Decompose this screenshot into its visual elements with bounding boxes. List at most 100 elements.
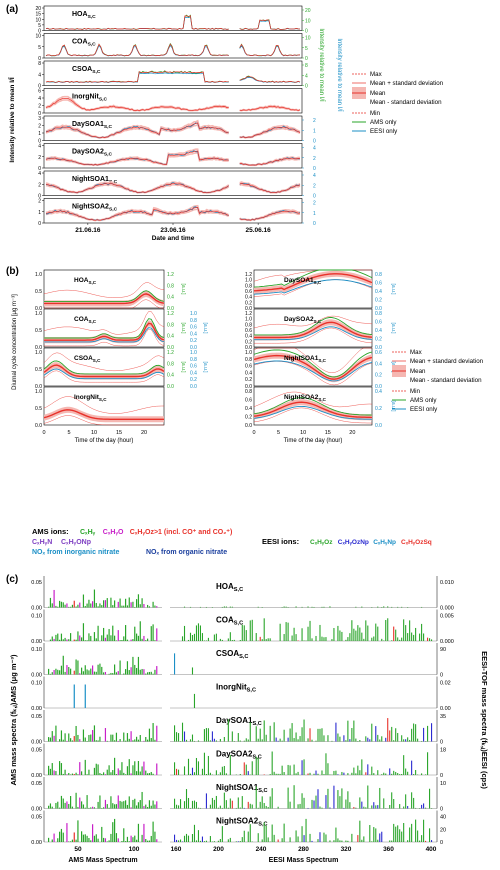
c-eesi-bar [403, 806, 405, 809]
c-ams-bar [53, 833, 55, 842]
c-eesi-bar [174, 762, 176, 775]
c-eesi-bar [269, 774, 271, 775]
a-ylabel: Intensity relative to mean I/Ī [8, 77, 16, 162]
b-left-COA-frame [43, 308, 165, 348]
c-ams-ytick-label: 0.10 [31, 647, 42, 653]
c-eesi-bar [197, 761, 200, 775]
c-ams-bar [92, 730, 94, 742]
c-ams-bar [82, 594, 85, 608]
c-eesi-bar [377, 770, 379, 775]
c-factor-DaySOA1: DaySOA1S,C [216, 716, 262, 727]
c-ams-bar [73, 670, 75, 675]
c-ams-bar [110, 734, 112, 742]
c-ams-bar [148, 671, 151, 675]
a-rtick-label: 20 [305, 8, 311, 14]
b-left-CSOA-mean [43, 364, 165, 378]
c-ams-bar [68, 639, 70, 641]
c-eesi-bar [297, 640, 299, 641]
c-ams-bar [115, 774, 118, 775]
c-ams-bar [139, 621, 141, 641]
c-eesi-bar [351, 728, 353, 742]
a-rtick-label: 2 [313, 156, 316, 162]
panel-a-label: (a) [6, 4, 18, 15]
c-eesi-bar [377, 805, 379, 809]
c-eesi-bar [277, 773, 279, 775]
c-ams-bar [88, 670, 90, 675]
c-eesi-bar [397, 773, 399, 775]
a-rtick-label: 10 [305, 18, 311, 24]
b-right-NightSOA1-ams [253, 349, 373, 378]
c-eesi-bar [279, 738, 281, 742]
c-ams-bar [93, 632, 96, 641]
c-eesi-bar [415, 819, 417, 842]
a-ytick-label: 10 [35, 17, 41, 23]
c-eesi-bar [367, 737, 369, 742]
c-ams-bar [139, 800, 141, 809]
c-eesi-bar [393, 626, 395, 641]
nox-organic: NOₓ from organic nitrate [146, 549, 227, 556]
c-eesi-bar [269, 638, 271, 641]
b-right-DaySOA1-ams [253, 269, 373, 288]
panel-c-label: (c) [6, 574, 18, 585]
b-rtick-label-green: 0.4 [167, 295, 174, 301]
c-eesi-bar [383, 606, 385, 608]
c-eesi-bar [361, 839, 363, 842]
c-eesi-bar [175, 804, 178, 809]
c-eesi-bar [395, 771, 397, 775]
c-eesi-bar [213, 738, 215, 742]
c-ams-bar [88, 734, 90, 742]
a-ytick-label: 10 [35, 34, 41, 40]
c-ams-bar [134, 664, 136, 675]
c-eesi-bar [355, 807, 357, 809]
ams-ion-2: CₓHᵧOz>1 (incl. CO⁺ and CO₂⁺) [130, 529, 233, 536]
c-ams-bar [86, 669, 88, 675]
b-rlabel-green: [a.u.] [180, 361, 186, 373]
b-ytick-label: 0.0 [35, 423, 42, 429]
c-eesi-bar [377, 839, 379, 842]
c-eesi-bar [411, 792, 413, 809]
c-eesi-bar [249, 620, 251, 641]
c-ams-bar [126, 639, 129, 641]
c-ams-bar [117, 838, 119, 842]
b-right-xtick-label: 0 [252, 430, 255, 436]
c-ams-bar [143, 669, 145, 675]
c-eesi-bar [413, 723, 415, 742]
c-ams-bar [68, 733, 70, 742]
c-ams-bar [101, 635, 103, 641]
c-ams-bar [90, 807, 92, 809]
c-eesi-bar [373, 773, 375, 775]
c-ams-bar [132, 656, 134, 675]
c-eesi-bar [187, 758, 190, 775]
a-ytick-label: 3 [38, 116, 41, 122]
c-eesi-bar [415, 724, 417, 742]
c-eesi-bar [425, 807, 427, 809]
c-ams-bar [48, 805, 50, 809]
a-series-ams [239, 43, 301, 57]
b-rtick-label-blue: 0.4 [375, 389, 382, 395]
a-rtick-label: 1 [313, 211, 316, 217]
a-right-label-blue: Intensity relative to mean I/Ī [336, 38, 343, 112]
b-rtick-label-blue: 0.0 [190, 384, 197, 390]
b-ytick-label: 1.0 [245, 350, 252, 356]
c-ams-bar [86, 640, 88, 641]
b-ytick-label: 0.8 [245, 357, 252, 363]
c-eesi-bar [221, 606, 223, 608]
a-rtick-label: 5 [305, 46, 308, 52]
c-ams-bar [55, 668, 57, 675]
c-eesi-bar [361, 606, 363, 608]
c-ams-bar [147, 806, 149, 809]
c-eesi-bar [217, 807, 219, 809]
c-eesi-bar [427, 752, 429, 775]
c-eesi-bar [263, 720, 265, 742]
c-ams-bar [95, 602, 97, 608]
c-ams-bar [84, 759, 86, 775]
c-eesi-bar [203, 841, 205, 842]
b-legend-ams: AMS only [410, 397, 437, 404]
c-eesi-bar [329, 606, 331, 608]
c-ams-bar [71, 604, 74, 608]
c-ams-bar [154, 739, 156, 742]
c-eesi-bar [365, 620, 367, 641]
c-eesi-bar [373, 802, 375, 809]
c-eesi-bar [209, 772, 211, 775]
c-ams-bar [75, 792, 77, 809]
